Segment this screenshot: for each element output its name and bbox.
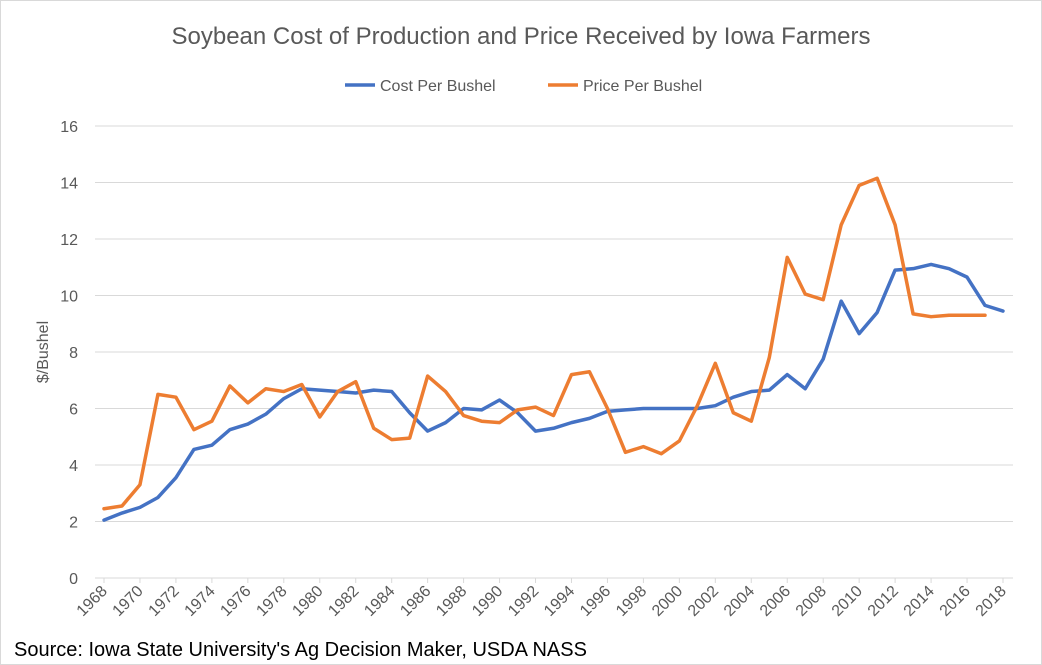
y-tick-label: 4 (69, 458, 78, 475)
legend-label: Price Per Bushel (583, 78, 702, 95)
source-note: Source: Iowa State University's Ag Decis… (14, 639, 587, 661)
y-tick-label: 10 (60, 289, 78, 306)
y-tick-label: 16 (60, 119, 78, 136)
y-tick-label: 12 (60, 232, 78, 249)
legend-label: Cost Per Bushel (380, 78, 496, 95)
series-line (102, 262, 1005, 522)
y-tick-label: 0 (69, 571, 78, 588)
y-tick-label: 8 (69, 345, 78, 362)
y-axis-label: $/Bushel (35, 321, 52, 383)
y-tick-label: 6 (69, 402, 78, 419)
y-tick-label: 2 (69, 515, 78, 532)
series-line (102, 176, 987, 511)
y-tick-label: 14 (60, 176, 78, 193)
chart-title: Soybean Cost of Production and Price Rec… (171, 23, 870, 50)
